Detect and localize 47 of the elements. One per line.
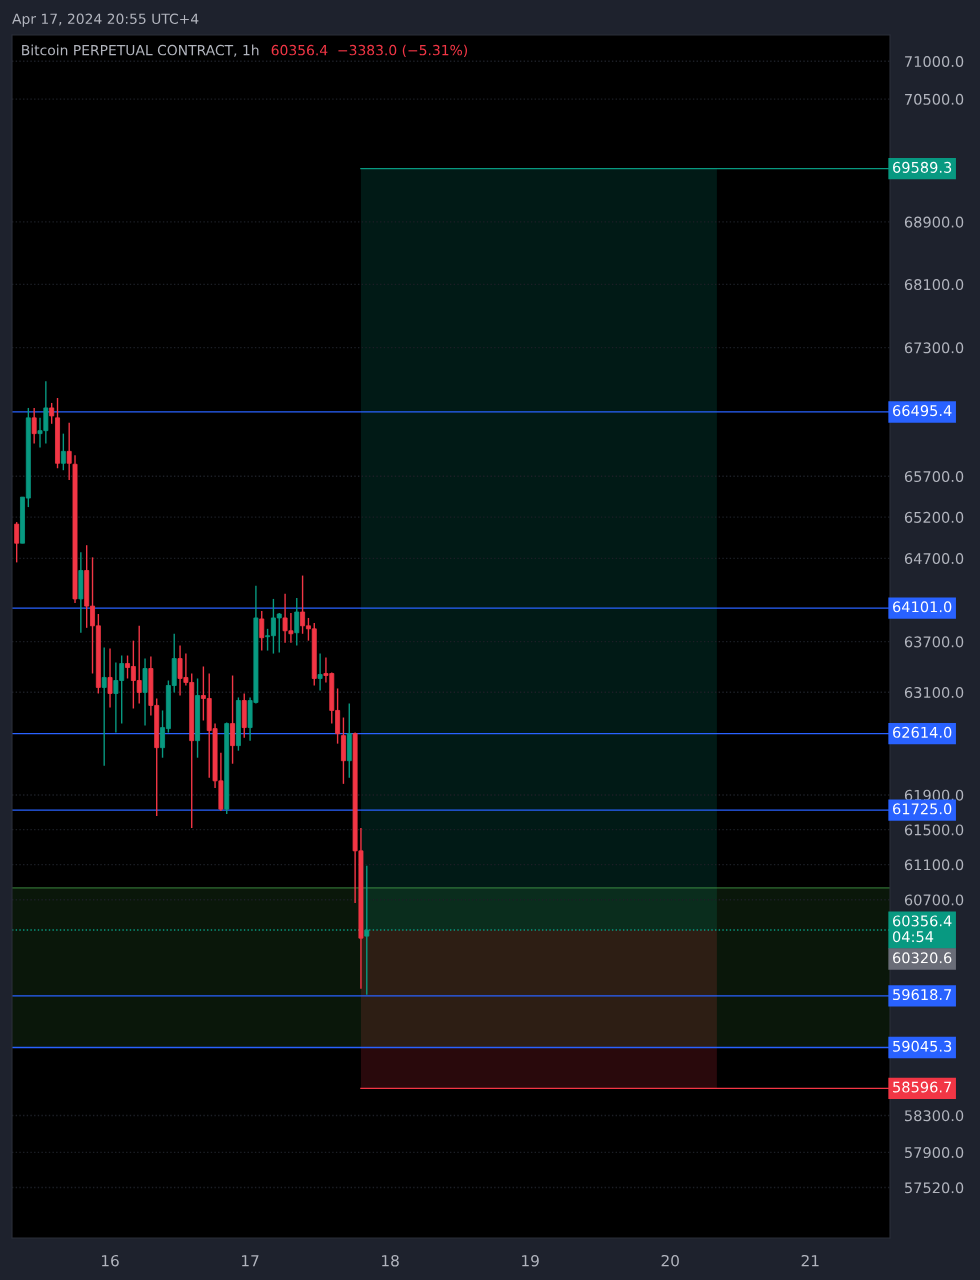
x-tick-label: 18 bbox=[382, 1254, 399, 1267]
candlestick bbox=[101, 646, 107, 767]
candlestick bbox=[230, 674, 236, 765]
y-tick-label: 61500.0 bbox=[904, 824, 964, 836]
y-tick-label: 63100.0 bbox=[904, 687, 964, 699]
x-tick-label: 19 bbox=[522, 1254, 539, 1267]
y-tick-label: 65200.0 bbox=[904, 511, 964, 523]
candlestick bbox=[317, 652, 323, 692]
ref-line-label: 69589.3 bbox=[893, 161, 952, 173]
ref-line-label: 62614.0 bbox=[893, 726, 952, 738]
ref-line-label: 58596.7 bbox=[893, 1081, 952, 1093]
ref-line-label: 66495.4 bbox=[893, 405, 952, 417]
text: 60320.6 bbox=[893, 952, 952, 964]
candlestick bbox=[294, 597, 300, 647]
y-tick-label: 67300.0 bbox=[904, 342, 964, 354]
ref-line-label: 59618.7 bbox=[893, 989, 952, 1001]
y-tick-label: 61100.0 bbox=[904, 859, 964, 871]
candlestick bbox=[142, 657, 148, 727]
text: 60356.4 −3383.0 (−5.31%) bbox=[271, 44, 468, 58]
candlestick bbox=[31, 407, 37, 445]
x-tick-label: 21 bbox=[801, 1254, 819, 1267]
candlestick bbox=[60, 432, 66, 471]
y-tick-label: 70500.0 bbox=[905, 93, 964, 105]
y-tick-label: 60700.0 bbox=[904, 894, 964, 906]
ref-line-label: 64101.0 bbox=[893, 601, 952, 613]
y-tick-label: 71000.0 bbox=[905, 56, 964, 68]
x-tick-label: 16 bbox=[101, 1254, 119, 1267]
candlestick bbox=[66, 422, 72, 481]
text: Apr 17, 2024 20:55 UTC+4 bbox=[12, 13, 199, 27]
text: Bitcoin PERPETUAL CONTRACT, 1h bbox=[22, 44, 259, 57]
y-tick-label: 57520.0 bbox=[905, 1182, 964, 1194]
candlestick bbox=[14, 521, 20, 564]
y-tick-label: 65700.0 bbox=[904, 471, 964, 483]
y-tick-label: 58300.0 bbox=[905, 1110, 964, 1122]
ref-line-label: 59045.3 bbox=[893, 1040, 952, 1052]
y-tick-label: 64700.0 bbox=[904, 553, 964, 565]
y-tick-label: 63700.0 bbox=[904, 636, 964, 648]
ref-line-label: 61725.0 bbox=[893, 803, 952, 815]
x-tick-label: 17 bbox=[242, 1255, 259, 1267]
candlestick bbox=[49, 402, 55, 425]
y-tick-label: 57900.0 bbox=[905, 1147, 964, 1159]
ref-line-label: 60356.4 04:54 bbox=[892, 915, 952, 943]
y-tick-label: 68100.0 bbox=[904, 279, 964, 291]
candlestick bbox=[259, 610, 265, 652]
candlestick bbox=[107, 647, 113, 709]
x-tick-label: 20 bbox=[661, 1254, 679, 1267]
y-tick-label: 68900.0 bbox=[904, 216, 964, 228]
